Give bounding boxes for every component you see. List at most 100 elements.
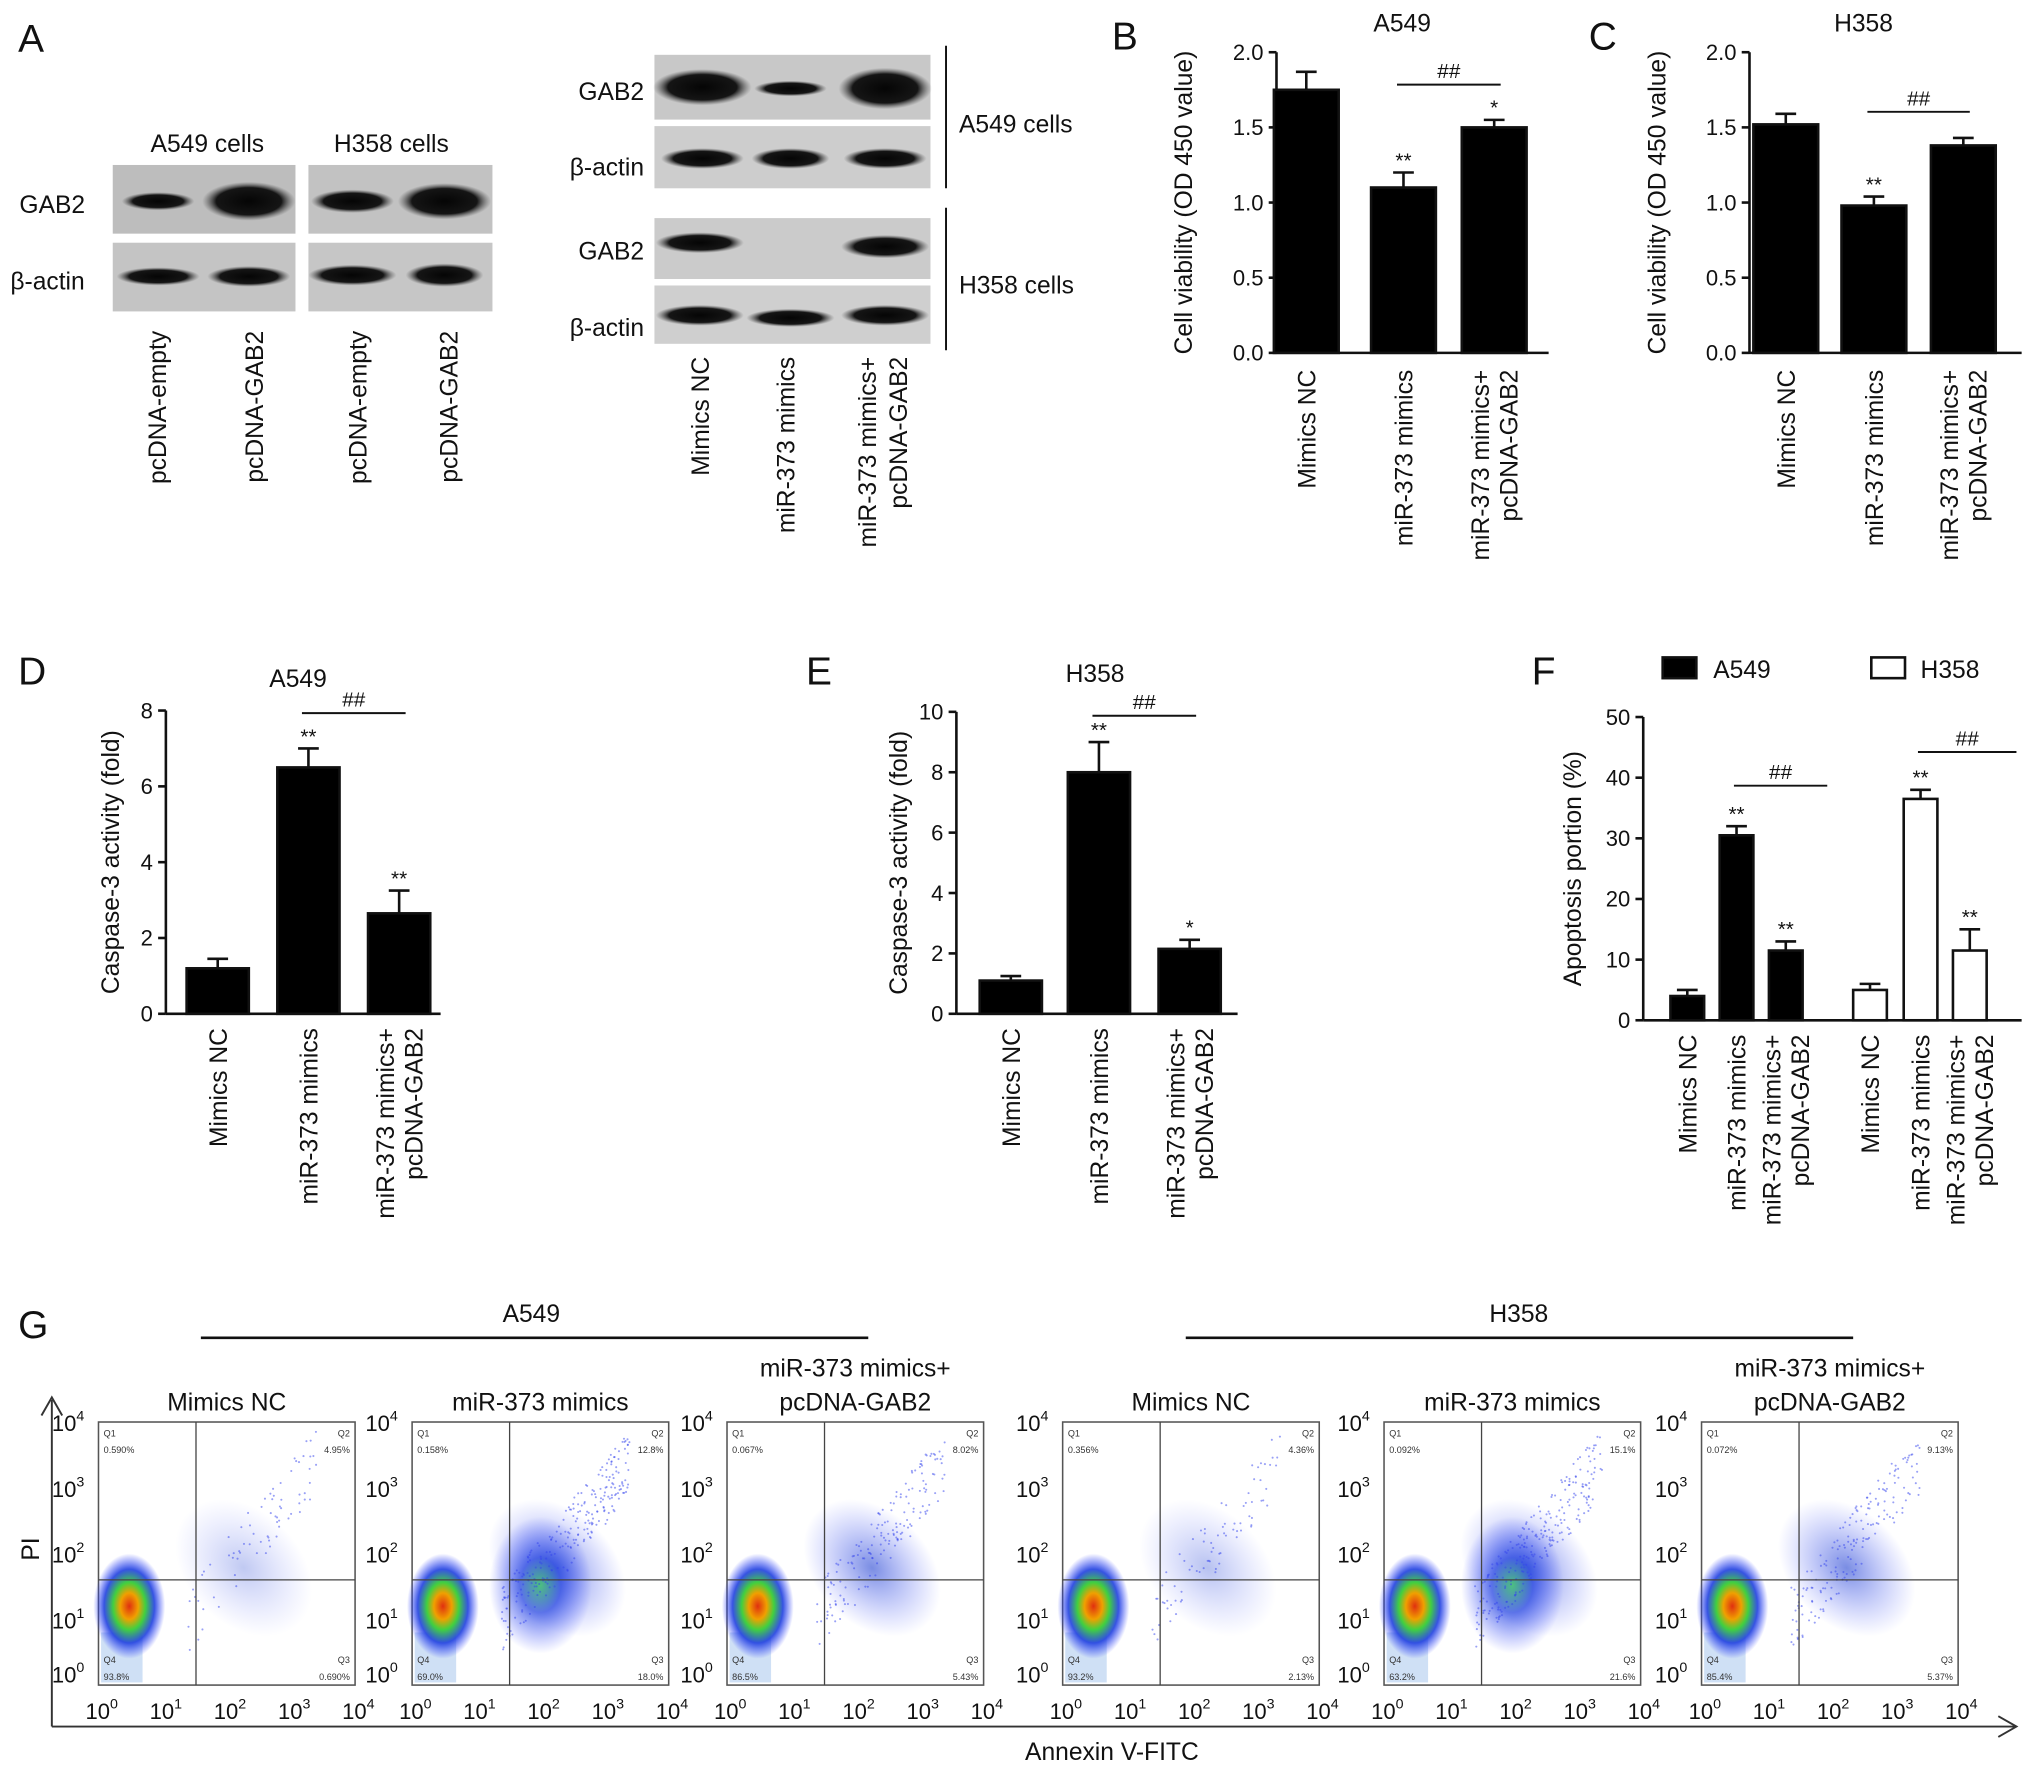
- event-dot: [1530, 1553, 1533, 1556]
- event-dot: [1869, 1500, 1872, 1503]
- event-dot: [604, 1486, 607, 1489]
- event-dot: [1893, 1481, 1896, 1484]
- event-dot: [502, 1585, 505, 1588]
- event-dot: [1560, 1479, 1563, 1482]
- event-dot: [842, 1597, 845, 1601]
- event-dot: [1894, 1464, 1897, 1467]
- flow-plot: miR-373 mimics Q1 0.158% Q2 12.8% Q3 18.0% Q4 69…: [365, 1389, 688, 1723]
- y-axis-label: Cell viability (OD 450 value): [1171, 51, 1198, 355]
- quadrant-label: Q2: [966, 1428, 978, 1438]
- event-dot: [627, 1469, 630, 1472]
- event-dot: [1210, 1550, 1213, 1553]
- event-dot: [526, 1560, 530, 1563]
- event-dot: [1806, 1587, 1809, 1590]
- event-dot: [1543, 1525, 1546, 1528]
- event-dot: [1907, 1456, 1910, 1459]
- event-dot: [1523, 1566, 1526, 1569]
- event-dot: [866, 1585, 869, 1588]
- event-dot: [1883, 1518, 1886, 1521]
- event-dot: [835, 1570, 838, 1573]
- y-tick-label: 6: [931, 820, 943, 845]
- category-label: miR-373 mimics+: [1937, 370, 1964, 561]
- event-dot: [1590, 1473, 1593, 1476]
- event-dot: [1479, 1638, 1482, 1641]
- x-tick-label: 103: [1564, 1696, 1597, 1723]
- event-dot: [1904, 1499, 1907, 1502]
- event-dot: [548, 1535, 551, 1538]
- event-dot: [597, 1473, 600, 1476]
- x-tick-label: 103: [1881, 1696, 1914, 1723]
- event-dot: [521, 1610, 524, 1613]
- event-dot: [1507, 1549, 1510, 1552]
- event-dot: [1796, 1593, 1799, 1596]
- event-dot: [1514, 1599, 1517, 1603]
- y-tick-label: 2: [141, 926, 153, 951]
- event-dot: [538, 1582, 541, 1586]
- event-dot: [1801, 1613, 1804, 1616]
- event-dot: [1558, 1509, 1561, 1512]
- event-dot: [1155, 1597, 1158, 1600]
- quadrant-value: 0.690%: [319, 1672, 350, 1682]
- event-dot: [1856, 1538, 1859, 1541]
- event-dot: [1567, 1484, 1570, 1487]
- event-dot: [899, 1522, 902, 1526]
- event-dot: [275, 1535, 278, 1538]
- x-tick-label: 101: [1114, 1696, 1147, 1723]
- event-dot: [1223, 1522, 1226, 1525]
- event-dot: [564, 1509, 567, 1512]
- event-dot: [1535, 1533, 1538, 1536]
- lane-label: miR-373 mimics+: [855, 357, 882, 548]
- event-dot: [1156, 1638, 1159, 1641]
- event-dot: [617, 1457, 620, 1461]
- event-dot: [279, 1481, 282, 1485]
- live-population: [1378, 1553, 1451, 1659]
- event-dot: [1567, 1533, 1570, 1536]
- apoptotic-population-dense: [1461, 1516, 1564, 1654]
- quadrant-value: 4.36%: [1288, 1445, 1314, 1455]
- chart-title: A549: [269, 666, 326, 693]
- event-dot: [839, 1594, 842, 1597]
- event-dot: [584, 1521, 587, 1524]
- event-dot: [1212, 1546, 1215, 1550]
- event-dot: [1522, 1563, 1525, 1566]
- event-dot: [1583, 1512, 1586, 1515]
- blot-group-label: A549 cells: [151, 131, 265, 158]
- event-dot: [909, 1535, 912, 1538]
- event-dot: [1839, 1527, 1842, 1530]
- event-dot: [841, 1610, 844, 1613]
- event-dot: [1542, 1534, 1545, 1537]
- event-dot: [906, 1518, 909, 1522]
- event-dot: [1250, 1525, 1253, 1528]
- event-dot: [1539, 1517, 1542, 1520]
- event-dot: [1556, 1524, 1560, 1527]
- event-dot: [892, 1532, 895, 1535]
- event-dot: [1218, 1552, 1221, 1555]
- event-dot: [1544, 1520, 1547, 1523]
- event-dot: [1847, 1556, 1850, 1559]
- event-dot: [586, 1510, 589, 1513]
- event-dot: [1917, 1493, 1920, 1496]
- y-tick-label: 30: [1606, 826, 1631, 851]
- event-dot: [611, 1473, 614, 1476]
- event-dot: [601, 1474, 604, 1477]
- event-dot: [1514, 1569, 1517, 1572]
- event-dot: [816, 1603, 819, 1606]
- event-dot: [550, 1538, 553, 1541]
- event-dot: [1525, 1522, 1528, 1526]
- event-dot: [585, 1513, 588, 1516]
- event-dot: [522, 1583, 525, 1586]
- event-dot: [1521, 1589, 1524, 1592]
- event-dot: [1179, 1600, 1182, 1603]
- event-dot: [1564, 1479, 1567, 1482]
- event-dot: [1540, 1532, 1543, 1535]
- y-tick-label: 6: [141, 774, 153, 799]
- event-dot: [574, 1520, 577, 1523]
- event-dot: [1888, 1515, 1891, 1518]
- event-dot: [1837, 1592, 1840, 1595]
- event-dot: [1151, 1628, 1154, 1631]
- bar: [366, 912, 432, 1016]
- event-dot: [608, 1497, 611, 1500]
- blot-group-label: H358 cells: [334, 131, 449, 158]
- event-dot: [557, 1525, 561, 1528]
- event-dot: [615, 1466, 618, 1469]
